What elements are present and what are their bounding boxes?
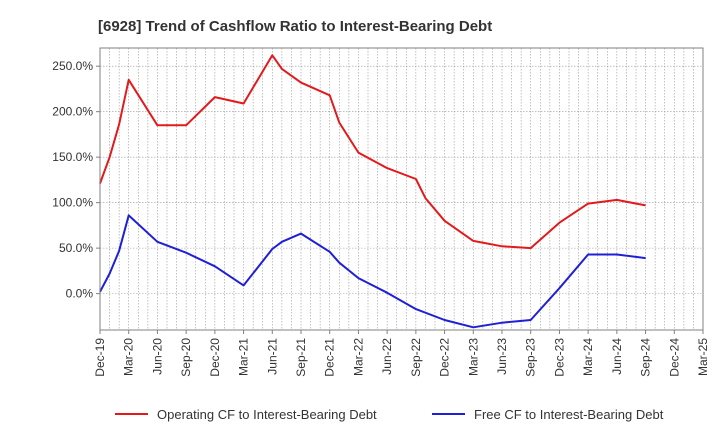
legend-label-operating-cf: Operating CF to Interest-Bearing Debt xyxy=(157,407,377,422)
y-tick-label: 200.0% xyxy=(52,105,93,119)
y-tick-label: 150.0% xyxy=(52,150,93,164)
x-tick-label: Dec-24 xyxy=(667,338,681,377)
x-tick-label: Sep-22 xyxy=(409,338,423,377)
series-line-operating-cf xyxy=(99,54,646,250)
series-line-free-cf xyxy=(99,214,646,329)
x-tick-label: Dec-21 xyxy=(323,338,337,377)
y-tick-label: 0.0% xyxy=(66,287,94,301)
plot-area xyxy=(100,48,703,330)
x-tick-label: Jun-24 xyxy=(610,338,624,375)
grid xyxy=(100,48,703,330)
x-tick-label: Dec-23 xyxy=(552,338,566,377)
y-tick-label: 250.0% xyxy=(52,59,93,73)
x-tick-label: Jun-23 xyxy=(495,338,509,375)
legend-label-free-cf: Free CF to Interest-Bearing Debt xyxy=(474,407,664,422)
x-tick-label: Dec-22 xyxy=(438,338,452,377)
y-tick-label: 50.0% xyxy=(59,241,93,255)
x-tick-label: Mar-25 xyxy=(696,338,710,376)
series-group xyxy=(99,54,646,329)
x-axis: Dec-19 Mar-20 Jun-20 Sep-20 Dec-20 Mar-21 Jun-… xyxy=(93,330,710,377)
x-tick-label: Dec-20 xyxy=(208,338,222,377)
plot-frame xyxy=(99,47,704,331)
x-tick-label: Jun-21 xyxy=(265,338,279,375)
x-tick-label: Jun-20 xyxy=(150,338,164,375)
x-tick-label: Dec-19 xyxy=(93,338,107,377)
y-tick-label: 100.0% xyxy=(52,196,93,210)
x-tick-label: Sep-23 xyxy=(524,338,538,377)
x-tick-label: Mar-20 xyxy=(122,338,136,376)
x-tick-label: Jun-22 xyxy=(380,338,394,375)
x-tick-label: Mar-21 xyxy=(237,338,251,376)
x-tick-label: Sep-21 xyxy=(294,338,308,377)
x-tick-label: Mar-23 xyxy=(466,338,480,376)
x-tick-label: Sep-24 xyxy=(639,338,653,377)
x-tick-label: Mar-24 xyxy=(581,338,595,376)
x-tick-label: Sep-20 xyxy=(179,338,193,377)
y-axis: 0.0% 50.0% 100.0% 150.0% 200.0% 250.0% xyxy=(52,59,100,301)
x-tick-label: Mar-22 xyxy=(351,338,365,376)
chart-title: [6928] Trend of Cashflow Ratio to Intere… xyxy=(98,18,492,35)
legend: Operating CF to Interest-Bearing Debt Fr… xyxy=(115,407,664,422)
